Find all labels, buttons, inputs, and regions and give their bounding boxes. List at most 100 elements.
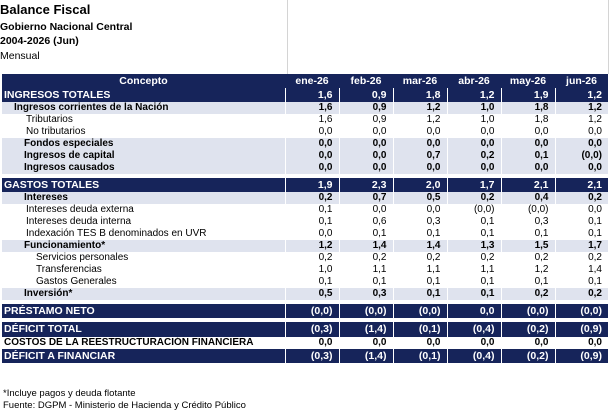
value-cell: 1,1 [392, 264, 447, 276]
value-cell: 0,1 [500, 150, 555, 162]
value-cell: 1,4 [392, 240, 447, 252]
value-cell: 0,2 [284, 252, 339, 264]
month-header: abr-26 [447, 74, 501, 88]
row-label: DÉFICIT TOTAL [2, 322, 285, 337]
value-cell: 0,0 [284, 138, 339, 150]
table-row: Gastos Generales 0,1 0,1 0,1 0,1 0,1 0,1 [2, 276, 608, 288]
value-cell: 0,2 [284, 192, 339, 204]
month-header: jun-26 [555, 74, 608, 88]
value-cell: (0,1) [392, 322, 447, 337]
table-row: Fondos especiales 0,0 0,0 0,0 0,0 0,0 0,0 [2, 138, 608, 150]
value-cell: 1,4 [338, 240, 393, 252]
report-frequency: Mensual [0, 50, 40, 62]
value-cell: 1,2 [554, 88, 608, 102]
table-row: Intereses deuda externa 0,1 0,0 0,0 (0,0) (0,… [2, 204, 608, 216]
value-cell: (0,0) [338, 304, 393, 318]
value-cell: 1,8 [392, 88, 447, 102]
value-cell: 0,1 [446, 216, 501, 228]
row-label: Transferencias [36, 264, 102, 275]
value-cell: 0,0 [392, 336, 447, 349]
table-row: DÉFICIT TOTAL (0,3) (1,4) (0,1) (0,4) (0,2) (0… [2, 322, 608, 337]
value-cell: (0,0) [500, 204, 555, 216]
footnote: *Incluye pagos y deuda flotante [3, 388, 136, 399]
value-cell: 0,0 [284, 162, 339, 174]
row-label: Ingresos corrientes de la Nación [2, 102, 285, 114]
value-cell: 1,9 [284, 178, 339, 192]
value-cell: (1,4) [338, 349, 393, 363]
value-cell: 0,2 [500, 252, 555, 264]
value-cell: (0,2) [500, 322, 555, 337]
value-cell: 1,8 [500, 114, 555, 126]
value-cell: 0,2 [392, 252, 447, 264]
value-cell: 1,5 [500, 240, 555, 252]
value-cell: 2,0 [392, 178, 447, 192]
report-title: Balance Fiscal [0, 2, 91, 17]
report-subtitle: Gobierno Nacional Central [0, 21, 133, 33]
value-cell: 0,2 [554, 288, 608, 300]
row-label: COSTOS DE LA REESTRUCTURACIÓN FINANCIERA [2, 336, 285, 349]
value-cell: 1,6 [284, 102, 339, 114]
value-cell: (0,0) [392, 304, 447, 318]
value-cell: 0,2 [500, 288, 555, 300]
value-cell: 1,8 [500, 102, 555, 114]
value-cell: (0,2) [500, 349, 555, 363]
value-cell: 0,2 [446, 192, 501, 204]
value-cell: 0,5 [392, 192, 447, 204]
row-label: Servicios personales [36, 252, 129, 263]
value-cell: 1,1 [446, 264, 501, 276]
value-cell: 1,1 [338, 264, 393, 276]
value-cell: 0,1 [446, 288, 501, 300]
value-cell: 0,1 [392, 288, 447, 300]
table-row: Inversión* 0,5 0,3 0,1 0,1 0,2 0,2 [2, 288, 608, 300]
table-header-row: Concepto ene-26 feb-26 mar-26 abr-26 may… [2, 74, 608, 88]
value-cell: 1,4 [554, 264, 608, 276]
value-cell: 1,2 [554, 114, 608, 126]
value-cell: 0,0 [554, 126, 608, 138]
value-cell: 0,1 [554, 216, 608, 228]
value-cell: 0,1 [284, 204, 339, 216]
value-cell: 0,0 [392, 126, 447, 138]
row-label: Gastos Generales [36, 276, 117, 287]
value-cell: 0,0 [392, 204, 447, 216]
row-label: DÉFICIT A FINANCIAR [2, 349, 285, 363]
table-row: Intereses 0,2 0,7 0,5 0,2 0,4 0,2 [2, 192, 608, 204]
value-cell: (0,0) [554, 304, 608, 318]
value-cell: 0,0 [284, 336, 339, 349]
row-label: PRÉSTAMO NETO [2, 304, 285, 318]
value-cell: 1,3 [446, 240, 501, 252]
value-cell: 0,0 [338, 336, 393, 349]
value-cell: 1,9 [500, 88, 555, 102]
row-label: Intereses deuda externa [26, 204, 134, 215]
table-row: Ingresos causados 0,0 0,0 0,0 0,0 0,0 0,0 [2, 162, 608, 174]
month-header: mar-26 [393, 74, 447, 88]
value-cell: 1,0 [284, 264, 339, 276]
value-cell: 0,0 [338, 204, 393, 216]
value-cell: 0,5 [284, 288, 339, 300]
table-row: No tributarios 0,0 0,0 0,0 0,0 0,0 0,0 [2, 126, 608, 138]
table-row: DÉFICIT A FINANCIAR (0,3) (1,4) (0,1) (0,4)(… [2, 349, 608, 363]
value-cell: 0,0 [284, 228, 339, 240]
value-cell: (0,3) [284, 349, 339, 363]
fiscal-balance-table: Concepto ene-26 feb-26 mar-26 abr-26 may… [2, 74, 608, 363]
value-cell: 0,3 [392, 216, 447, 228]
value-cell: 0,0 [500, 162, 555, 174]
value-cell: 0,0 [392, 138, 447, 150]
value-cell: (0,0) [500, 304, 555, 318]
value-cell: 0,1 [392, 228, 447, 240]
value-cell: 2,1 [554, 178, 608, 192]
value-cell: 0,0 [446, 336, 501, 349]
value-cell: 0,9 [338, 88, 393, 102]
value-cell: (0,4) [446, 349, 501, 363]
row-label: Ingresos de capital [2, 150, 285, 162]
table-row: Intereses deuda interna 0,1 0,6 0,3 0,1 0,3 0,… [2, 216, 608, 228]
value-cell: 1,2 [446, 88, 501, 102]
value-cell: 0,0 [500, 126, 555, 138]
value-cell: (0,9) [554, 349, 608, 363]
value-cell: 0,3 [338, 288, 393, 300]
value-cell: 0,1 [446, 276, 501, 288]
row-label: Tributarios [26, 114, 73, 125]
source-note: Fuente: DGPM - Ministerio de Hacienda y … [3, 400, 246, 411]
value-cell: 2,1 [500, 178, 555, 192]
value-cell: 0,0 [554, 162, 608, 174]
table-row: PRÉSTAMO NETO (0,0) (0,0) (0,0) 0,0 (0,0) (0,0… [2, 304, 608, 318]
